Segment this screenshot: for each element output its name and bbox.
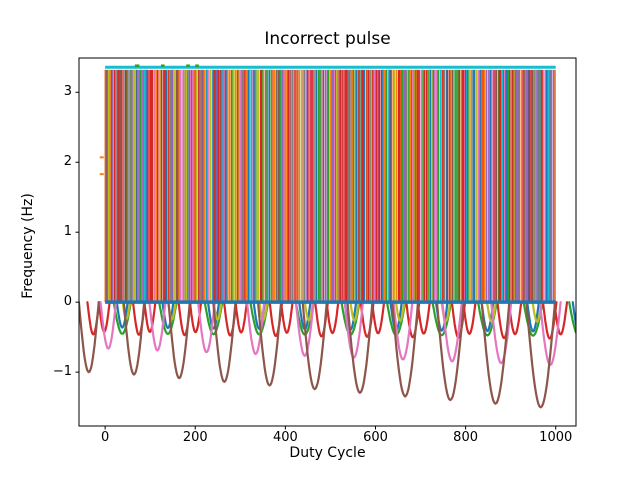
x-tick-label: 600 — [363, 430, 388, 445]
x-tick-label: 200 — [182, 430, 208, 445]
tick-marks — [75, 91, 557, 430]
y-tick-label: 0 — [63, 294, 72, 310]
plot-area — [79, 64, 576, 409]
x-axis-label: Duty Cycle — [289, 445, 366, 461]
x-tick-label: 400 — [272, 430, 298, 445]
x-tick-label: 0 — [100, 430, 110, 445]
y-axis-label: Frequency (Hz) — [20, 193, 36, 299]
y-tick-label: 3 — [63, 84, 72, 100]
chart-title: Incorrect pulse — [264, 29, 391, 49]
dip-series-pink — [99, 301, 562, 367]
y-tick-label: 2 — [63, 154, 72, 170]
x-tick-label: 800 — [453, 430, 478, 445]
dip-series-brown — [79, 301, 557, 409]
x-tick-label: 1000 — [539, 430, 573, 445]
pulse-stripes — [104, 69, 556, 303]
y-tick-label: 1 — [63, 224, 72, 240]
axes-frame — [78, 57, 577, 427]
y-tick-label: −1 — [52, 364, 72, 380]
